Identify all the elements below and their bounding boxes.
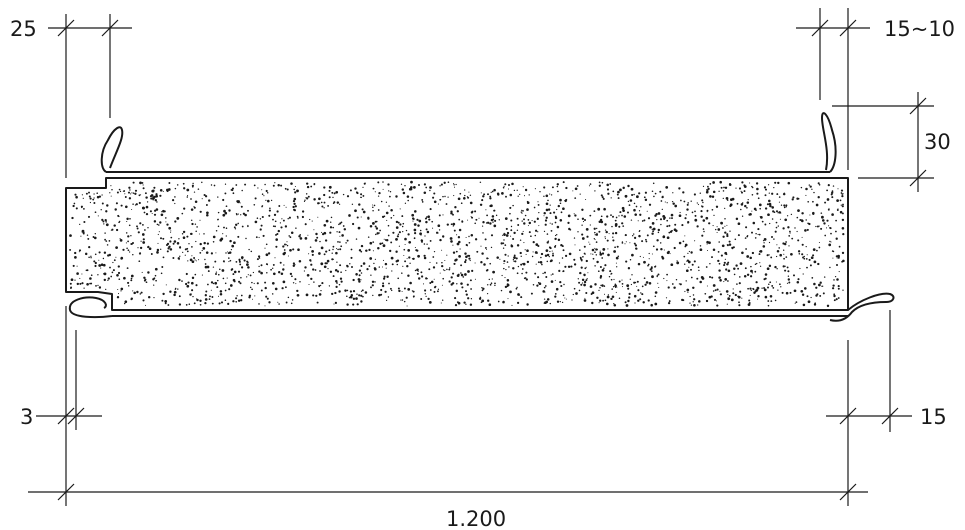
dimension-top-left: 25	[10, 14, 132, 178]
top-right-hook	[821, 112, 837, 173]
dim-label-15-10: 15~10	[884, 17, 955, 41]
dimension-bottom-right: 15	[826, 310, 947, 506]
dim-label-15: 15	[920, 405, 947, 429]
dim-label-1200: 1.200	[446, 507, 506, 530]
dim-label-25: 25	[10, 17, 37, 41]
bottom-left-hook	[68, 296, 113, 319]
insulation-texture	[69, 180, 845, 308]
dimension-total-width: 1.200	[28, 306, 868, 530]
bottom-right-hook	[829, 292, 895, 322]
dimension-top-right: 15~10	[796, 8, 955, 170]
dim-label-30: 30	[924, 130, 951, 154]
top-left-hook	[100, 126, 124, 173]
panel-core	[65, 177, 849, 311]
dimension-bottom-left: 3	[20, 330, 102, 430]
dimension-right-height: 30	[832, 92, 951, 192]
panel-outline	[65, 177, 849, 311]
dim-label-3: 3	[20, 405, 33, 429]
